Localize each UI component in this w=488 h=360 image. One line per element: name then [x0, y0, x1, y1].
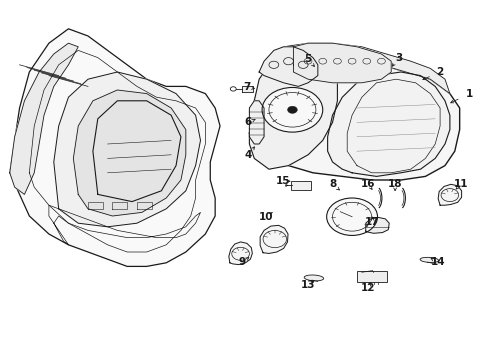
- Polygon shape: [260, 225, 287, 253]
- Text: 11: 11: [452, 179, 467, 189]
- Circle shape: [287, 106, 297, 113]
- Polygon shape: [54, 72, 200, 227]
- Text: 18: 18: [387, 179, 402, 189]
- Text: 15: 15: [275, 176, 289, 186]
- Polygon shape: [293, 43, 390, 83]
- Text: 13: 13: [300, 280, 315, 290]
- Text: 5: 5: [304, 54, 311, 64]
- Polygon shape: [249, 101, 264, 144]
- Text: 12: 12: [360, 283, 374, 293]
- FancyBboxPatch shape: [290, 181, 311, 190]
- Text: 17: 17: [365, 217, 379, 228]
- Ellipse shape: [304, 275, 323, 281]
- Polygon shape: [73, 90, 185, 216]
- Polygon shape: [249, 50, 459, 180]
- Polygon shape: [259, 47, 317, 86]
- Polygon shape: [365, 217, 388, 233]
- Polygon shape: [437, 184, 461, 205]
- Polygon shape: [10, 43, 78, 194]
- Text: 2: 2: [436, 67, 443, 77]
- Circle shape: [262, 87, 322, 132]
- Text: 3: 3: [394, 53, 401, 63]
- Text: 1: 1: [465, 89, 472, 99]
- Text: 16: 16: [360, 179, 374, 189]
- Text: 4: 4: [244, 150, 252, 160]
- Text: 8: 8: [328, 179, 335, 189]
- Polygon shape: [242, 86, 252, 92]
- Polygon shape: [249, 50, 337, 169]
- Text: 14: 14: [429, 257, 444, 267]
- Polygon shape: [228, 242, 252, 265]
- Text: 10: 10: [259, 212, 273, 222]
- Text: 9: 9: [238, 257, 245, 267]
- Polygon shape: [259, 43, 449, 94]
- Polygon shape: [10, 29, 220, 266]
- Text: 7: 7: [242, 82, 250, 92]
- Circle shape: [326, 198, 377, 235]
- FancyBboxPatch shape: [356, 271, 386, 282]
- Text: 6: 6: [244, 117, 251, 127]
- Ellipse shape: [419, 257, 438, 262]
- Polygon shape: [327, 72, 449, 176]
